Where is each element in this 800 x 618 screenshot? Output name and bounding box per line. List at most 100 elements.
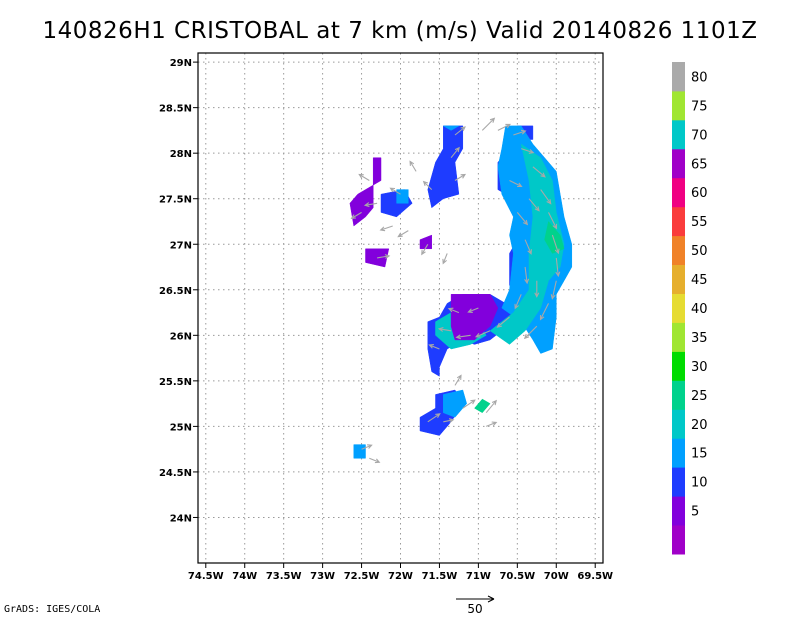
wind-vector-arrow [551,234,560,255]
wind-vector-arrow [437,326,452,332]
colorbar-swatch [672,438,685,468]
lat-tick-label: 24N [170,513,192,524]
wind-speed-region [474,398,491,414]
colorbar-swatch [672,206,685,237]
wind-vector-arrow [516,212,529,226]
wind-vector-arrow [528,198,540,212]
wind-vector-arrow [421,244,429,256]
colorbar-swatch [672,119,685,150]
wind-vector-arrow [454,173,467,181]
colorbar-swatch [672,264,685,294]
lat-tick-label: 29N [170,58,192,69]
wind-vector-arrow [555,257,561,278]
colorbar-swatch [672,177,685,208]
wind-vector-arrow [422,180,433,190]
colorbar-swatch [672,409,685,439]
wind-vector-arrow [363,202,378,208]
wind-vector-arrow [550,280,557,300]
wind-vector-arrow [509,180,523,188]
wind-vector-arrow [361,444,373,450]
wind-vector-arrow [455,334,471,340]
wind-vector-arrow [427,413,441,423]
wind-vector-arrow [481,117,496,131]
colorbar-label: 15 [691,447,708,462]
wind-speed-region [442,125,460,131]
wind-vector-arrow [485,399,498,414]
colorbar-label: 30 [691,360,708,375]
colorbar-label: 35 [691,331,708,346]
wind-vector-arrow [524,239,532,255]
wind-vector-arrow [534,280,540,298]
colorbar-label: 10 [691,476,708,491]
lon-tick-label: 70W [544,571,569,582]
reference-vector-arrowhead [487,595,495,603]
wind-vector-arrow [450,146,460,159]
wind-vector-arrow [521,148,535,154]
colorbar-label: 40 [691,302,708,317]
wind-vector-arrow [377,254,391,259]
colorbar-swatch [672,62,685,92]
wind-speed-region [396,189,409,204]
colorbar-swatch [672,467,685,497]
wind-vector-arrow [389,187,401,195]
colorbar-swatch [672,322,685,352]
wind-vector-arrow [443,418,455,424]
colorbar-label: 75 [691,99,708,114]
map-title: 140826H1 CRISTOBAL at 7 km (m/s) Valid 2… [42,18,758,44]
lon-tick-label: 72W [388,571,413,582]
colorbar-swatch [672,380,685,410]
wind-speed-region [353,444,366,459]
lon-tick-label: 71.5W [422,571,458,582]
colorbar-swatch [672,90,685,121]
colorbar-label: 45 [691,273,708,288]
lon-tick-label: 74.5W [188,571,224,582]
wind-vector-arrow [474,330,491,338]
colorbar-swatch [672,351,685,381]
wind-vector-arrow [548,212,558,230]
colorbar-label: 25 [691,389,708,404]
colorbar-swatch [672,235,685,265]
wind-vector-arrow [358,173,370,181]
colorbar-label: 5 [691,505,699,520]
wind-vector-arrow [462,399,476,409]
wind-speed-region [349,157,382,227]
wind-vector-arrow [428,344,440,350]
reference-vector-label: 50 [467,602,482,616]
lon-tick-label: 70.5W [499,571,535,582]
wind-vector-arrow [514,294,522,310]
lat-tick-label: 25.5N [159,377,192,388]
reference-vector: 50 [456,595,495,616]
wind-vector-arrow [532,166,546,178]
lon-tick-label: 73.5W [266,571,302,582]
wind-vector-arrow [454,126,466,136]
wind-vector-arrow [523,325,538,340]
wind-vector-arrow [485,421,498,427]
wind-vector-arrow [496,316,510,328]
lat-tick-label: 27.5N [159,195,192,206]
wind-vector-arrow [513,129,527,136]
wind-speed-region [450,294,499,341]
wind-vectors [350,117,561,464]
colorbar-label: 20 [691,418,708,433]
lat-tick-label: 26.5N [159,286,192,297]
lon-tick-label: 73W [310,571,335,582]
wind-vector-arrow [467,307,479,313]
wind-vector-arrow [539,303,549,321]
lat-tick-label: 26N [170,331,192,342]
wind-vector-arrow [447,307,460,314]
colorbar-label: 50 [691,244,708,259]
lon-tick-label: 71W [466,571,491,582]
lat-tick-label: 28.5N [159,104,192,115]
colorbar-swatch [672,293,685,323]
colorbar-label: 55 [691,215,708,230]
axis-ticks: 74.5W 74W 73.5W 73W 72.5W 72W 71.5W 71W 70.5W 70W… [159,58,613,582]
lat-tick-label: 27N [170,240,192,251]
colorbar-label: 60 [691,186,708,201]
footer-credit: GrADS: IGES/COLA [4,604,101,615]
wind-vector-arrow [379,225,393,232]
lat-tick-label: 28N [170,149,192,160]
wind-vector-arrow [497,123,511,131]
wind-vector-arrow [454,374,462,386]
lat-tick-label: 25N [170,422,192,433]
